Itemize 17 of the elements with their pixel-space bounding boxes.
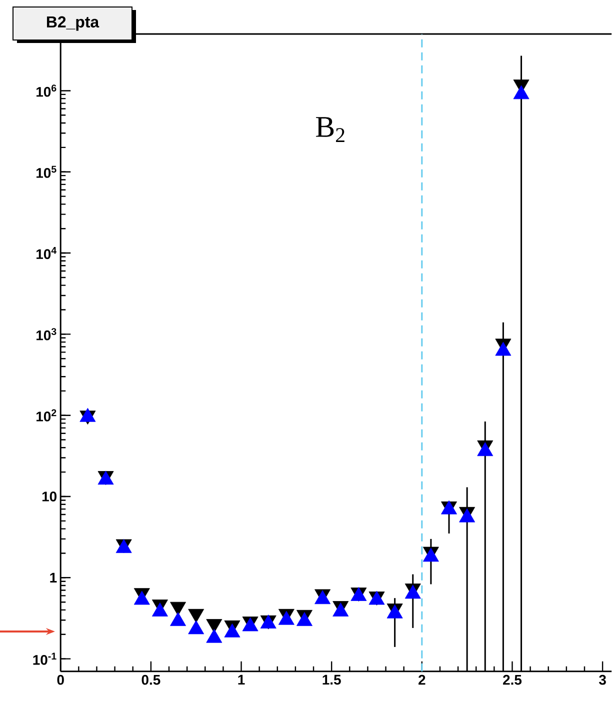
x-tick-label: 0.5 — [142, 674, 160, 685]
x-tick-label: 2 — [418, 674, 426, 685]
x-tick-label: 3 — [599, 674, 606, 685]
y-tick-label: 10$^{5}$ — [36, 166, 56, 178]
y-tick-label: 10 — [42, 492, 57, 502]
x-tick-label: 2.5 — [503, 674, 522, 685]
y-tick-label: 10$^{3}$ — [36, 328, 56, 340]
y-tick-label: 10$^{-1}$ — [33, 652, 56, 665]
annotation: B$_{2}$ — [316, 117, 344, 142]
x-tick-label: 1 — [238, 674, 245, 685]
x-tick-label: 0 — [57, 674, 64, 685]
y-tick-label: 10$^{2}$ — [36, 409, 56, 422]
y-tick-label: 10$^{6}$ — [36, 84, 56, 97]
y-tick-label: 10$^{4}$ — [36, 247, 57, 260]
x-tick-label: 1.5 — [322, 674, 341, 685]
chart-title: B2_pta — [46, 16, 100, 31]
y-tick-label: 1 — [50, 572, 57, 582]
